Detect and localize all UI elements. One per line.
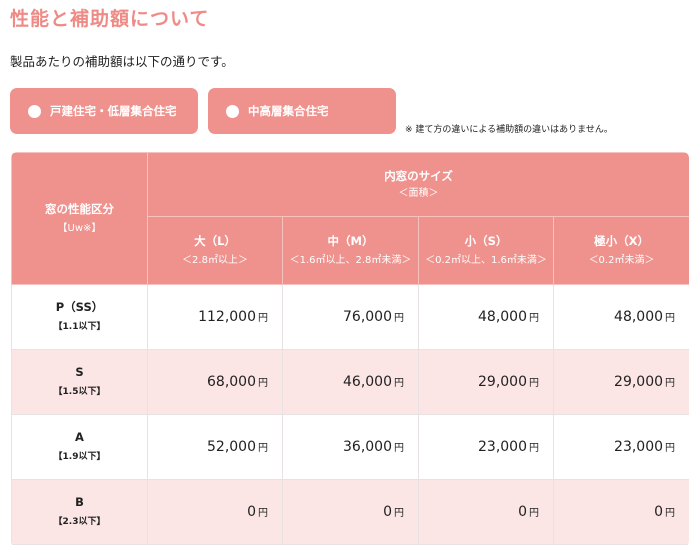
page-title: 性能と補助額について: [10, 8, 210, 30]
grade-cell: S 【1.5以下】: [11, 349, 148, 415]
amount-value: 29,000: [478, 374, 527, 390]
amount-cell: 52,000 円: [147, 414, 283, 480]
size-header-sub: ＜面積＞: [398, 187, 439, 199]
col-sub: ＜2.8㎡以上＞: [182, 254, 248, 266]
grade-range: 【2.3以下】: [53, 517, 106, 527]
amount-value: 48,000: [614, 309, 664, 325]
col-label: 中（M）: [327, 233, 374, 248]
amount-cell: 68,000 円: [147, 349, 283, 415]
col-sub: ＜0.2㎡以上、1.6㎡未満＞: [425, 254, 547, 266]
grade-label: B: [75, 495, 84, 509]
grade-cell: A 【1.9以下】: [11, 414, 148, 480]
grade-cell: B 【2.3以下】: [11, 479, 148, 545]
amount-value: 68,000: [207, 374, 256, 390]
amount-cell: 46,000 円: [282, 349, 419, 415]
intro-text: 製品あたりの補助額は以下の通りです。: [10, 54, 234, 69]
amount-value: 48,000: [478, 309, 527, 325]
col-label: 大（L）: [194, 233, 236, 248]
grade-range: 【1.5以下】: [53, 387, 106, 397]
amount-value: 0: [247, 504, 256, 520]
col-sub: ＜1.6㎡以上、2.8㎡未満＞: [289, 254, 412, 266]
col-label: 小（S）: [464, 233, 508, 248]
size-header: 内窓のサイズ ＜面積＞: [146, 152, 689, 217]
radio-icon[interactable]: [28, 104, 41, 118]
grade-range: 【1.1以下】: [53, 322, 106, 332]
amount-value: 36,000: [343, 439, 392, 455]
unit-label: 円: [529, 443, 539, 454]
unit-label: 円: [394, 443, 404, 454]
table-row: S 【1.5以下】 68,000 円 46,000 円 29,000 円 29,000…: [11, 349, 689, 415]
amount-cell: 48,000 円: [552, 284, 689, 350]
unit-label: 円: [529, 378, 539, 389]
amount-cell: 29,000 円: [418, 349, 554, 415]
col-label: 極小（X）: [594, 233, 649, 248]
unit-label: 円: [665, 313, 676, 324]
col-sub: ＜0.2㎡未満＞: [588, 254, 655, 266]
amount-cell: 112,000 円: [147, 284, 283, 350]
col-header-small: 小（S） ＜0.2㎡以上、1.6㎡未満＞: [418, 216, 554, 285]
unit-label: 円: [258, 313, 268, 324]
amount-value: 76,000: [343, 309, 392, 325]
unit-label: 円: [529, 313, 539, 324]
grade-label: S: [75, 365, 84, 379]
amount-value: 0: [518, 504, 527, 520]
unit-label: 円: [258, 508, 268, 519]
amount-cell: 29,000 円: [552, 349, 689, 415]
perf-header: 窓の性能区分 【Uw※】: [11, 152, 148, 285]
perf-header-label: 窓の性能区分: [45, 201, 114, 216]
unit-label: 円: [529, 508, 539, 519]
unit-label: 円: [394, 508, 404, 519]
col-header-xsmall: 極小（X） ＜0.2㎡未満＞: [552, 216, 689, 285]
unit-label: 円: [665, 508, 676, 519]
subsidy-table: 窓の性能区分 【Uw※】 内窓のサイズ ＜面積＞ 大（L） ＜2.8㎡以上＞ 中…: [11, 152, 689, 547]
tab-midrise-housing[interactable]: 中高層集合住宅: [208, 88, 396, 134]
tab-detached-housing[interactable]: 戸建住宅・低層集合住宅: [10, 88, 198, 134]
unit-label: 円: [665, 443, 676, 454]
unit-label: 円: [258, 378, 268, 389]
radio-icon[interactable]: [226, 104, 239, 118]
unit-label: 円: [665, 378, 676, 389]
amount-cell: 76,000 円: [282, 284, 419, 350]
amount-value: 0: [654, 504, 664, 520]
col-header-medium: 中（M） ＜1.6㎡以上、2.8㎡未満＞: [282, 216, 419, 285]
tab-label: 中高層集合住宅: [248, 104, 329, 118]
table-row: P（SS） 【1.1以下】 112,000 円 76,000 円 48,000 円 4…: [11, 284, 689, 350]
tab-label: 戸建住宅・低層集合住宅: [50, 104, 177, 118]
amount-cell: 23,000 円: [418, 414, 554, 480]
amount-cell: 48,000 円: [418, 284, 554, 350]
grade-cell: P（SS） 【1.1以下】: [11, 284, 148, 350]
table-row: A 【1.9以下】 52,000 円 36,000 円 23,000 円 23,000…: [11, 414, 689, 480]
unit-label: 円: [394, 313, 404, 324]
grade-label: P（SS）: [55, 300, 104, 314]
unit-label: 円: [394, 378, 404, 389]
grade-range: 【1.9以下】: [53, 452, 106, 462]
amount-value: 112,000: [198, 309, 256, 325]
amount-value: 52,000: [207, 439, 256, 455]
amount-cell: 23,000 円: [552, 414, 689, 480]
unit-label: 円: [258, 443, 268, 454]
amount-value: 23,000: [614, 439, 664, 455]
size-header-label: 内窓のサイズ: [384, 168, 453, 183]
amount-value: 0: [383, 504, 392, 520]
note-text: ※ 建て方の違いによる補助額の違いはありません。: [405, 125, 613, 135]
grade-label: A: [75, 430, 84, 444]
col-header-large: 大（L） ＜2.8㎡以上＞: [147, 216, 283, 285]
perf-header-sub: 【Uw※】: [57, 222, 102, 234]
amount-cell: 36,000 円: [282, 414, 419, 480]
amount-value: 29,000: [614, 374, 664, 390]
amount-value: 23,000: [478, 439, 527, 455]
amount-value: 46,000: [343, 374, 392, 390]
